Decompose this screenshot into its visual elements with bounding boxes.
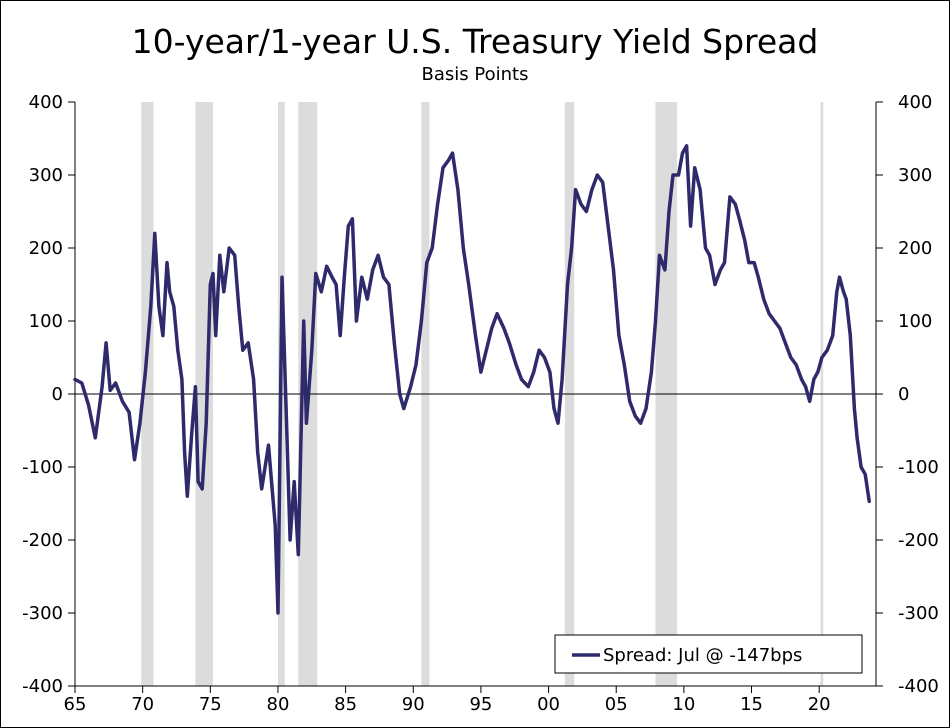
chart-title: 10-year/1-year U.S. Treasury Yield Sprea… <box>131 22 819 61</box>
x-tick-label: 05 <box>605 694 628 715</box>
x-tick-label: 65 <box>64 694 87 715</box>
y-tick-label-left: -100 <box>22 457 63 478</box>
y-tick-label-left: 100 <box>29 311 63 332</box>
legend-label: Spread: Jul @ -147bps <box>603 645 802 666</box>
y-tick-label-right: -400 <box>898 676 939 697</box>
y-tick-label-right: -300 <box>898 603 939 624</box>
x-tick-label: 00 <box>537 694 560 715</box>
y-tick-label-left: 0 <box>52 384 63 405</box>
x-tick-label: 95 <box>469 694 492 715</box>
y-tick-label-right: 0 <box>898 384 909 405</box>
series-layer <box>73 144 871 615</box>
y-tick-label-right: -200 <box>898 530 939 551</box>
y-tick-label-left: 300 <box>29 165 63 186</box>
x-tick-label: 20 <box>808 694 831 715</box>
x-tick-label: 80 <box>267 694 290 715</box>
y-tick-label-right: -100 <box>898 457 939 478</box>
y-tick-label-right: 400 <box>898 92 932 113</box>
x-tick-label: 90 <box>402 694 425 715</box>
y-tick-label-right: 100 <box>898 311 932 332</box>
y-tick-label-left: -400 <box>22 676 63 697</box>
x-tick-label: 85 <box>334 694 357 715</box>
y-tick-label-left: 400 <box>29 92 63 113</box>
y-tick-label-left: -200 <box>22 530 63 551</box>
chart-subtitle: Basis Points <box>421 64 529 85</box>
y-tick-label-right: 300 <box>898 165 932 186</box>
y-tick-label-right: 200 <box>898 238 932 259</box>
x-tick-label: 70 <box>131 694 154 715</box>
legend: Spread: Jul @ -147bps <box>554 634 863 674</box>
x-tick-label: 75 <box>199 694 222 715</box>
y-tick-label-left: -300 <box>22 603 63 624</box>
x-tick-label: 10 <box>672 694 695 715</box>
y-tick-label-left: 200 <box>29 238 63 259</box>
legend-box <box>554 634 863 674</box>
series-line-spread <box>73 144 871 615</box>
x-tick-label: 15 <box>740 694 763 715</box>
